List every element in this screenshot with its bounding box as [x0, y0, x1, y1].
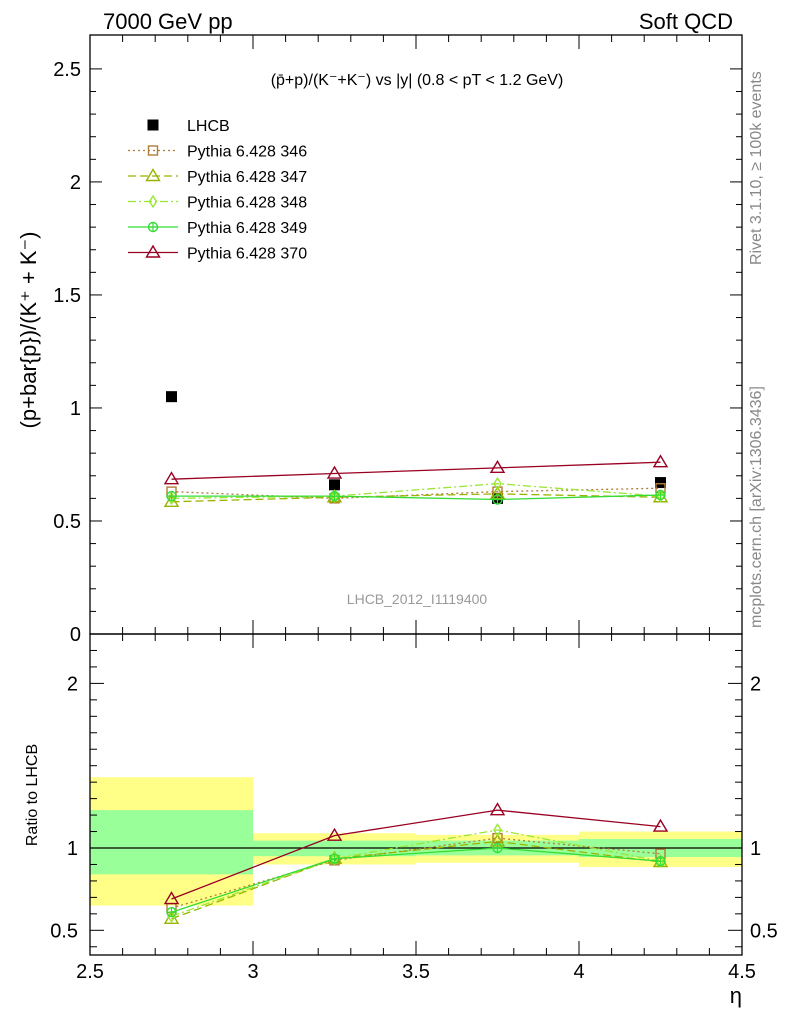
legend-label-5: Pythia 6.428 370	[187, 246, 307, 263]
header-left: 7000 GeV pp	[103, 9, 233, 34]
data-point-5-2	[489, 459, 506, 474]
ratio-line-4	[171, 809, 661, 900]
series-line-1	[171, 487, 661, 500]
data-point-5-1	[326, 465, 343, 479]
ratio-y-tick-label-right-1: 1	[750, 838, 761, 860]
data-point-0-1	[329, 479, 340, 491]
ratio-panel-axes: 0.5 0.5 1 1 2 2 2.5 3 3.5 4 4.5	[50, 633, 778, 983]
x-tick-label-3: 4	[573, 961, 584, 983]
x-tick-label-0: 2.5	[76, 961, 104, 983]
ratio-uncertainty-bands	[90, 777, 742, 906]
data-point-3-3	[656, 489, 665, 503]
y-tick-label-0: 0	[70, 624, 81, 646]
y-tick-label-2: 1	[70, 398, 81, 420]
legend-marker-3	[148, 194, 158, 209]
band-inner-0	[90, 810, 253, 875]
series-line-5	[171, 461, 661, 480]
x-tick-label-1: 3	[247, 961, 258, 983]
data-point-0-3	[655, 477, 666, 489]
ratio-line-2	[171, 829, 661, 917]
main-panel-title: (p̄+p)/(K⁻+K⁻) vs |y| (0.8 < pT < 1.2 Ge…	[271, 72, 564, 89]
y-tick-label-3: 1.5	[53, 285, 81, 307]
main-panel-ylabel: (p+bar{p})/(K⁺ + K⁻)	[16, 232, 41, 429]
x-tick-label-4: 4.5	[728, 961, 756, 983]
data-point-0-0	[166, 391, 177, 403]
data-point-5-3	[652, 454, 669, 468]
legend-label-1: Pythia 6.428 346	[187, 144, 307, 161]
data-point-2-0	[163, 493, 180, 507]
ratio-ylabel: Ratio to LHCB	[24, 744, 41, 846]
ratio-point-2-0	[167, 909, 176, 924]
ratio-y-tick-label-right-2: 2	[750, 673, 761, 695]
y-tick-label-1: 0.5	[53, 511, 81, 533]
legend-marker-0	[147, 119, 159, 131]
series-line-3	[171, 483, 661, 500]
legend: LHCB Pythia 6.428 346 Pythia 6.428 347 Pyth…	[128, 118, 307, 263]
data-point-3-2	[493, 476, 502, 491]
main-panel-axes: 0 0.5 1 1.5 2 2.5	[53, 34, 743, 646]
ratio-point-2-3	[656, 854, 665, 868]
ratio-y-tick-label-2: 2	[67, 673, 78, 695]
ratio-y-tick-label-right-0: 0.5	[750, 920, 778, 942]
ratio-line-3	[171, 847, 661, 913]
data-point-3-1	[330, 489, 339, 503]
watermark: LHCB_2012_I1119400	[347, 591, 488, 607]
ratio-series	[163, 802, 669, 924]
legend-marker-2	[145, 168, 161, 182]
legend-label-3: Pythia 6.428 348	[187, 195, 307, 212]
legend-label-0: LHCB	[187, 118, 230, 135]
ratio-point-4-3	[652, 818, 669, 832]
header-right: Soft QCD	[639, 9, 733, 34]
ratio-y-tick-label-1: 1	[67, 838, 78, 860]
rivet-label: Rivet 3.1.10, ≥ 100k events	[748, 71, 765, 265]
ratio-y-tick-label-0: 0.5	[50, 920, 78, 942]
legend-marker-5	[145, 244, 161, 258]
y-tick-label-5: 2.5	[53, 59, 81, 81]
series-line-4	[171, 494, 661, 501]
legend-label-2: Pythia 6.428 347	[187, 169, 307, 186]
main-panel-series	[163, 391, 669, 507]
x-tick-label-2: 3.5	[402, 961, 430, 983]
series-line-2	[171, 493, 661, 503]
legend-label-4: Pythia 6.428 349	[187, 220, 307, 237]
ratio-point-2-1	[330, 851, 339, 866]
ratio-line-1	[171, 840, 661, 920]
mcplots-label: mcplots.cern.ch [arXiv:1306.3436]	[748, 386, 765, 628]
legend-marker-1	[147, 145, 159, 156]
x-axis-label: η	[730, 983, 742, 1008]
ratio-point-4-1	[326, 827, 343, 841]
ratio-point-2-2	[493, 823, 502, 837]
y-tick-label-4: 2	[70, 172, 81, 194]
ratio-point-4-2	[489, 802, 506, 816]
data-point-5-0	[163, 471, 180, 485]
ratio-point-4-0	[163, 891, 180, 905]
